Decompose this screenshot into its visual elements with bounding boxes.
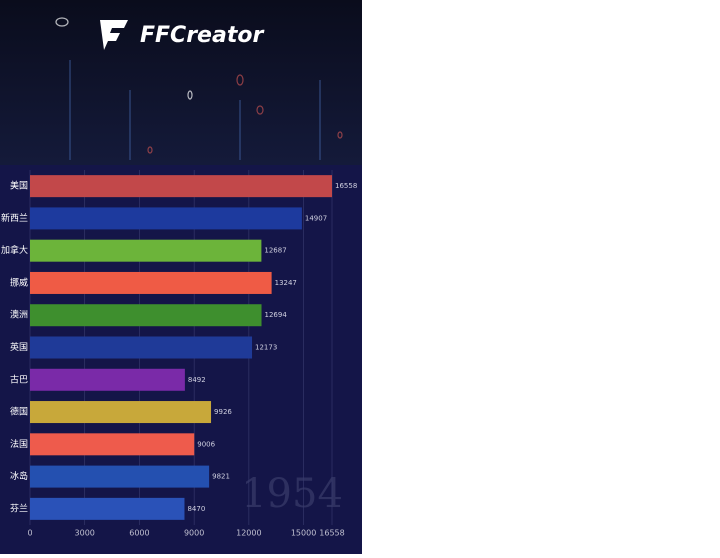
x-tick-label: 3000: [75, 529, 95, 538]
bar: [30, 401, 212, 424]
header-background: [0, 0, 362, 165]
value-label: 12173: [255, 344, 277, 352]
value-label: 9926: [214, 408, 232, 416]
value-label: 12694: [265, 311, 288, 319]
watermark-year: 1954: [241, 471, 343, 517]
y-tick-label: 古巴: [10, 373, 28, 385]
chart-background: [0, 165, 362, 554]
value-label: 12687: [264, 247, 286, 255]
y-tick-label: 美国: [10, 180, 28, 192]
x-tick-label: 16558: [319, 529, 344, 538]
x-tick-label: 0: [27, 529, 32, 538]
x-tick-label: 15000: [291, 529, 316, 538]
bar: [30, 433, 195, 456]
value-label: 14907: [305, 214, 327, 222]
logo-icon: [100, 20, 128, 50]
value-label: 8470: [187, 505, 205, 513]
value-label: 9821: [212, 473, 230, 481]
y-tick-label: 新西兰: [1, 212, 28, 224]
value-label: 9006: [197, 440, 215, 448]
value-label: 16558: [335, 182, 357, 190]
y-tick-label: 法国: [10, 438, 28, 450]
y-tick-label: 德国: [10, 406, 28, 418]
x-tick-label: 9000: [184, 529, 204, 538]
decoration: [55, 17, 343, 160]
bar: [30, 239, 262, 262]
y-tick-label: 澳洲: [10, 309, 28, 321]
y-tick-label: 英国: [10, 341, 28, 353]
y-tick-label: 冰岛: [10, 470, 28, 482]
x-tick-label: 12000: [236, 529, 261, 538]
bar: [30, 271, 272, 294]
bar: [30, 368, 185, 391]
value-label: 8492: [188, 376, 206, 384]
bar: [30, 304, 262, 327]
bar: [30, 465, 210, 488]
bar: [30, 497, 185, 520]
bar: [30, 336, 253, 359]
bar: [30, 175, 332, 198]
x-tick-label: 6000: [129, 529, 149, 538]
value-label: 13247: [275, 279, 297, 287]
y-tick-label: 挪威: [10, 276, 28, 288]
brand: FFCreator: [140, 23, 264, 48]
bar: [30, 207, 302, 230]
y-tick-label: 芬兰: [10, 502, 28, 514]
y-tick-label: 加拿大: [1, 244, 28, 256]
